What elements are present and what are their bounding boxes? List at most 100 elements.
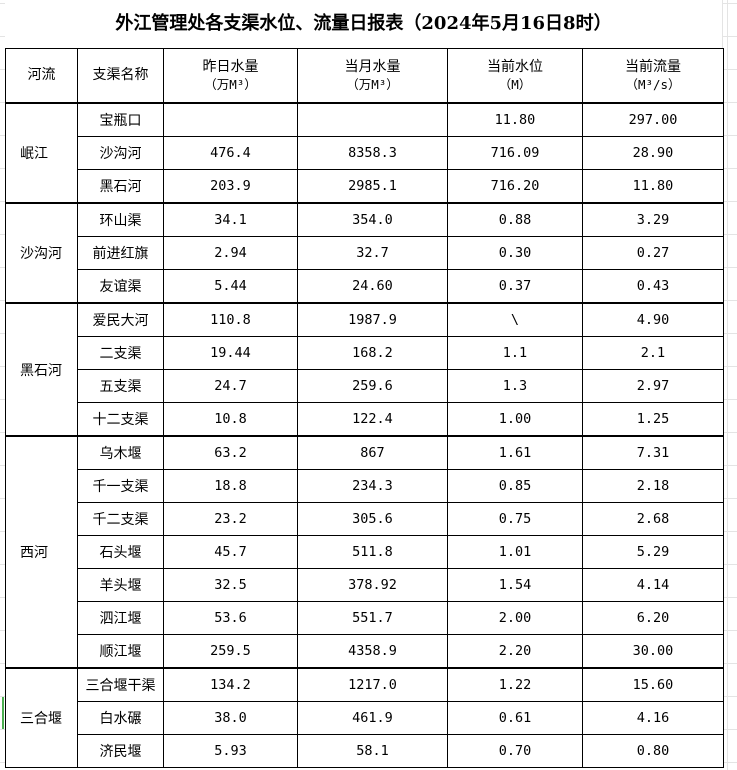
yesterday-cell[interactable]: 2.94 (163, 236, 298, 270)
level-cell[interactable]: 1.01 (447, 535, 583, 569)
canal-cell[interactable]: 十二支渠 (77, 402, 164, 437)
yesterday-cell[interactable]: 19.44 (163, 336, 298, 370)
canal-cell[interactable]: 顺江堰 (77, 634, 164, 669)
level-cell[interactable]: 716.09 (447, 136, 583, 170)
flow-cell[interactable]: 2.18 (582, 469, 724, 503)
canal-cell[interactable]: 友谊渠 (77, 269, 164, 304)
yesterday-cell[interactable]: 259.5 (163, 634, 298, 669)
month-cell[interactable]: 24.60 (297, 269, 448, 304)
header-flow[interactable]: 当前流量 （M³/s） (582, 48, 724, 104)
level-cell[interactable]: 0.61 (447, 701, 583, 735)
flow-cell[interactable]: 0.80 (582, 734, 724, 768)
flow-cell[interactable]: 4.14 (582, 568, 724, 602)
yesterday-cell[interactable] (163, 102, 298, 137)
month-cell[interactable]: 168.2 (297, 336, 448, 370)
canal-cell[interactable]: 宝瓶口 (77, 102, 164, 137)
month-cell[interactable]: 354.0 (297, 202, 448, 237)
month-cell[interactable]: 461.9 (297, 701, 448, 735)
yesterday-cell[interactable]: 203.9 (163, 169, 298, 204)
month-cell[interactable]: 2985.1 (297, 169, 448, 204)
level-cell[interactable]: 1.3 (447, 369, 583, 403)
yesterday-cell[interactable]: 476.4 (163, 136, 298, 170)
flow-cell[interactable]: 6.20 (582, 601, 724, 635)
month-cell[interactable]: 1217.0 (297, 667, 448, 702)
canal-cell[interactable]: 白水碾 (77, 701, 164, 735)
level-cell[interactable]: 1.1 (447, 336, 583, 370)
month-cell[interactable]: 58.1 (297, 734, 448, 768)
month-cell[interactable]: 32.7 (297, 236, 448, 270)
flow-cell[interactable]: 0.27 (582, 236, 724, 270)
header-canal[interactable]: 支渠名称 (77, 48, 164, 104)
header-level[interactable]: 当前水位 （M） (447, 48, 583, 104)
yesterday-cell[interactable]: 24.7 (163, 369, 298, 403)
month-cell[interactable]: 8358.3 (297, 136, 448, 170)
river-cell[interactable]: 沙沟河 (5, 202, 78, 304)
month-cell[interactable]: 1987.9 (297, 302, 448, 337)
month-cell[interactable]: 234.3 (297, 469, 448, 503)
flow-cell[interactable]: 4.16 (582, 701, 724, 735)
month-cell[interactable]: 122.4 (297, 402, 448, 437)
level-cell[interactable]: 0.85 (447, 469, 583, 503)
canal-cell[interactable]: 前进红旗 (77, 236, 164, 270)
canal-cell[interactable]: 环山渠 (77, 202, 164, 237)
flow-cell[interactable]: 5.29 (582, 535, 724, 569)
month-cell[interactable]: 551.7 (297, 601, 448, 635)
canal-cell[interactable]: 济民堰 (77, 734, 164, 768)
flow-cell[interactable]: 1.25 (582, 402, 724, 437)
flow-cell[interactable]: 15.60 (582, 667, 724, 702)
flow-cell[interactable]: 297.00 (582, 102, 724, 137)
river-cell[interactable]: 三合堰 (5, 667, 78, 768)
canal-cell[interactable]: 石头堰 (77, 535, 164, 569)
flow-cell[interactable]: 3.29 (582, 202, 724, 237)
month-cell[interactable]: 867 (297, 435, 448, 470)
canal-cell[interactable]: 泗江堰 (77, 601, 164, 635)
level-cell[interactable]: 1.22 (447, 667, 583, 702)
canal-cell[interactable]: 二支渠 (77, 336, 164, 370)
yesterday-cell[interactable]: 53.6 (163, 601, 298, 635)
flow-cell[interactable]: 2.1 (582, 336, 724, 370)
report-title[interactable]: 外江管理处各支渠水位、流量日报表（2024年5月16日8时） (5, 0, 723, 48)
canal-cell[interactable]: 黑石河 (77, 169, 164, 204)
yesterday-cell[interactable]: 34.1 (163, 202, 298, 237)
level-cell[interactable]: 0.30 (447, 236, 583, 270)
canal-cell[interactable]: 羊头堰 (77, 568, 164, 602)
yesterday-cell[interactable]: 10.8 (163, 402, 298, 437)
canal-cell[interactable]: 千一支渠 (77, 469, 164, 503)
canal-cell[interactable]: 五支渠 (77, 369, 164, 403)
canal-cell[interactable]: 沙沟河 (77, 136, 164, 170)
canal-cell[interactable]: 乌木堰 (77, 435, 164, 470)
flow-cell[interactable]: 28.90 (582, 136, 724, 170)
header-month[interactable]: 当月水量 （万M³） (297, 48, 448, 104)
level-cell[interactable]: \ (447, 302, 583, 337)
level-cell[interactable]: 1.00 (447, 402, 583, 437)
month-cell[interactable] (297, 102, 448, 137)
flow-cell[interactable]: 0.43 (582, 269, 724, 304)
month-cell[interactable]: 511.8 (297, 535, 448, 569)
flow-cell[interactable]: 30.00 (582, 634, 724, 669)
flow-cell[interactable]: 2.68 (582, 502, 724, 536)
level-cell[interactable]: 0.88 (447, 202, 583, 237)
month-cell[interactable]: 4358.9 (297, 634, 448, 669)
yesterday-cell[interactable]: 63.2 (163, 435, 298, 470)
month-cell[interactable]: 378.92 (297, 568, 448, 602)
yesterday-cell[interactable]: 134.2 (163, 667, 298, 702)
level-cell[interactable]: 2.20 (447, 634, 583, 669)
header-river[interactable]: 河流 (5, 48, 78, 104)
month-cell[interactable]: 305.6 (297, 502, 448, 536)
river-cell[interactable]: 岷江 (5, 102, 78, 204)
river-cell[interactable]: 西河 (5, 435, 78, 669)
flow-cell[interactable]: 2.97 (582, 369, 724, 403)
yesterday-cell[interactable]: 23.2 (163, 502, 298, 536)
yesterday-cell[interactable]: 45.7 (163, 535, 298, 569)
canal-cell[interactable]: 三合堰干渠 (77, 667, 164, 702)
canal-cell[interactable]: 千二支渠 (77, 502, 164, 536)
level-cell[interactable]: 0.70 (447, 734, 583, 768)
canal-cell[interactable]: 爱民大河 (77, 302, 164, 337)
level-cell[interactable]: 0.37 (447, 269, 583, 304)
flow-cell[interactable]: 7.31 (582, 435, 724, 470)
level-cell[interactable]: 11.80 (447, 102, 583, 137)
month-cell[interactable]: 259.6 (297, 369, 448, 403)
river-cell[interactable]: 黑石河 (5, 302, 78, 437)
level-cell[interactable]: 2.00 (447, 601, 583, 635)
yesterday-cell[interactable]: 5.93 (163, 734, 298, 768)
